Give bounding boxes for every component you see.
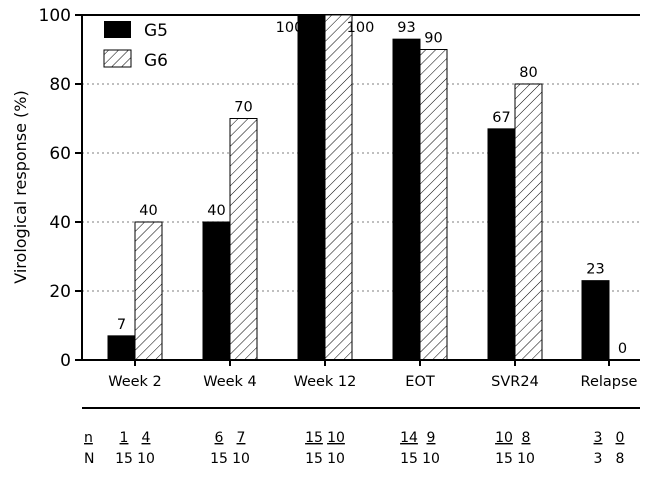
bar-g6 xyxy=(229,118,258,361)
x-axis-categories: Week 2 Week 4 Week 12 EOT SVR24 Relapse xyxy=(108,360,638,390)
data-label-g5: 7 xyxy=(117,317,126,333)
y-axis-ticks: 0 20 40 60 80 100 xyxy=(39,6,82,371)
data-label-g5: 67 xyxy=(492,110,510,126)
bar-g6 xyxy=(419,49,448,361)
table-cell-N: 15 xyxy=(210,451,228,467)
data-label-g6: 80 xyxy=(519,65,537,81)
table-cell-N: 10 xyxy=(422,451,440,467)
y-tick-label: 40 xyxy=(49,213,71,233)
table-cell-N: 10 xyxy=(232,451,250,467)
table-cell-n: 10 xyxy=(327,430,345,446)
data-label-g6: 0 xyxy=(618,341,627,357)
data-label-g5: 23 xyxy=(586,262,604,278)
bar-g6 xyxy=(324,14,353,361)
table-cell-n: 14 xyxy=(400,430,418,446)
bar-g5 xyxy=(107,335,136,361)
table-cell-n: 1 xyxy=(120,430,129,446)
x-category-label: Relapse xyxy=(581,374,638,390)
table-row-label-N: N xyxy=(84,451,94,467)
table-cell-n: 15 xyxy=(305,430,323,446)
legend-swatch-g6 xyxy=(103,49,132,68)
y-tick-label: 80 xyxy=(49,75,71,95)
table-cell-N: 10 xyxy=(517,451,535,467)
bar-g6 xyxy=(134,221,163,361)
x-category-label: Week 4 xyxy=(203,374,257,390)
table-cell-N: 10 xyxy=(137,451,155,467)
legend-label-g5: G5 xyxy=(144,21,168,41)
data-label-g6: 90 xyxy=(424,31,442,47)
legend-label-g6: G6 xyxy=(144,51,168,71)
table-cell-n: 6 xyxy=(215,430,224,446)
y-tick-label: 60 xyxy=(49,144,71,164)
bars xyxy=(107,14,610,361)
y-axis-label: Virological response (%) xyxy=(11,90,30,283)
table-cell-n: 4 xyxy=(142,430,151,446)
data-label-g5: 100 xyxy=(276,20,304,36)
x-category-label: Week 12 xyxy=(294,374,357,390)
table-cell-N: 10 xyxy=(327,451,345,467)
gridlines xyxy=(82,14,640,292)
table-cell-n: 7 xyxy=(237,430,246,446)
bar-g5 xyxy=(392,38,421,361)
bar-g5 xyxy=(297,14,326,361)
bar-g5 xyxy=(581,280,610,361)
x-category-label: Week 2 xyxy=(108,374,162,390)
data-labels: 7 40 40 70 100 100 93 90 67 80 23 0 xyxy=(117,20,627,357)
table-cell-N: 15 xyxy=(400,451,418,467)
data-label-g6: 100 xyxy=(347,20,375,36)
x-category-label: SVR24 xyxy=(491,374,539,390)
y-tick-label: 20 xyxy=(49,282,71,302)
table-cell-N: 8 xyxy=(616,451,625,467)
data-label-g5: 40 xyxy=(207,203,225,219)
table-cell-n: 0 xyxy=(616,430,625,446)
bar-g5 xyxy=(202,221,231,361)
bar-g6 xyxy=(514,83,543,361)
table-cell-n: 10 xyxy=(495,430,513,446)
data-label-g6: 70 xyxy=(234,100,252,116)
table-cell-n: 8 xyxy=(522,430,531,446)
table-row-label-n: n xyxy=(84,430,93,446)
y-tick-label: 100 xyxy=(39,6,71,26)
legend-swatch-g5 xyxy=(104,21,131,38)
x-category-label: EOT xyxy=(405,374,435,390)
table-cell-N: 15 xyxy=(495,451,513,467)
table-cell-n: 3 xyxy=(594,430,603,446)
data-label-g6: 40 xyxy=(139,203,157,219)
y-tick-label: 0 xyxy=(60,351,71,371)
data-label-g5: 93 xyxy=(397,20,415,36)
table-cell-N: 15 xyxy=(115,451,133,467)
table-cell-N: 3 xyxy=(594,451,603,467)
legend: G5 G6 xyxy=(103,21,168,71)
bar-g5 xyxy=(487,128,516,361)
table-cell-n: 9 xyxy=(427,430,436,446)
table-cell-N: 15 xyxy=(305,451,323,467)
